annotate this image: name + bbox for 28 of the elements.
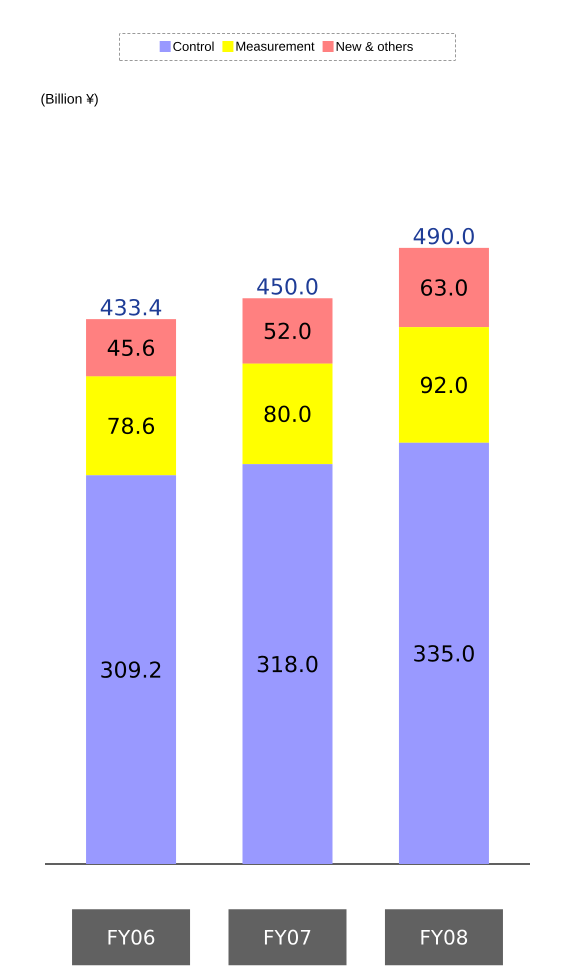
bar <box>86 475 176 864</box>
data-label: 52.0 <box>264 322 310 340</box>
data-label: 45.6 <box>108 339 154 356</box>
data-label: 63.0 <box>421 279 467 296</box>
bar <box>242 464 333 864</box>
legend-label: Control <box>173 42 214 52</box>
data-label: 78.6 <box>108 418 154 434</box>
total-label: 450.0 <box>257 278 318 295</box>
total-label: 490.0 <box>414 228 474 244</box>
bar <box>242 298 333 364</box>
bar <box>398 248 489 328</box>
x-tick-label: FY07 <box>264 930 310 945</box>
bar <box>398 442 489 864</box>
data-label: 309.2 <box>101 661 160 678</box>
text: (Billion ¥) <box>41 93 98 106</box>
data-label: 80.0 <box>264 406 310 422</box>
bar <box>242 364 333 464</box>
legend-label: New & others <box>336 42 413 52</box>
data-label: 335.0 <box>414 645 474 662</box>
data-label: 92.0 <box>420 376 467 394</box>
bar <box>86 376 176 476</box>
data-label: 318.0 <box>258 656 318 672</box>
total-label: 433.4 <box>100 298 162 316</box>
x-tick-label: FY06 <box>108 930 154 945</box>
bar <box>398 327 489 443</box>
legend-label: Measurement <box>236 42 314 51</box>
x-tick-label: FY08 <box>421 930 468 945</box>
bar <box>86 319 176 376</box>
